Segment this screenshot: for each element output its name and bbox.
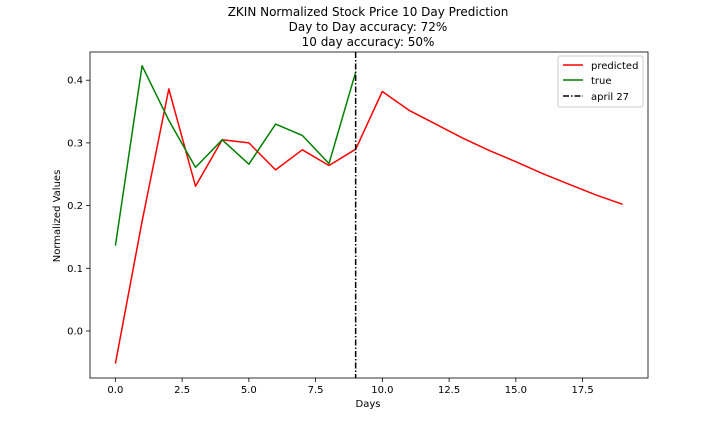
title-line-1: ZKIN Normalized Stock Price 10 Day Predi… <box>228 5 509 19</box>
x-tick-label: 7.5 <box>308 385 324 396</box>
axis-ticks: 0.0 2.5 5.0 7.5 10.0 12.5 15.0 17.5 0.0 0.1 0.2 0.3… <box>67 76 594 396</box>
x-tick-label: 5.0 <box>241 385 257 396</box>
x-tick-label: 17.5 <box>571 385 593 396</box>
y-tick-label: 0.2 <box>67 201 83 212</box>
x-tick-label: 10.0 <box>371 385 393 396</box>
axes-frame <box>89 51 649 379</box>
y-tick-label: 0.0 <box>67 326 83 337</box>
x-axis-label: Days <box>356 399 381 410</box>
legend-label-predicted: predicted <box>591 61 638 72</box>
legend-label-true: true <box>591 76 612 87</box>
x-tick-label: 12.5 <box>438 385 460 396</box>
y-axis-label: Normalized Values <box>52 170 63 263</box>
legend: predicted true april 27 <box>557 55 644 108</box>
plot-area <box>114 52 623 378</box>
x-tick-label: 0.0 <box>107 385 123 396</box>
title-line-2: Day to Day accuracy: 72% <box>289 20 448 34</box>
x-tick-label: 15.0 <box>505 385 527 396</box>
chart-title: ZKIN Normalized Stock Price 10 Day Predi… <box>228 5 509 49</box>
legend-box <box>557 55 644 108</box>
legend-label-april-27: april 27 <box>591 92 629 103</box>
title-line-3: 10 day accuracy: 50% <box>302 35 435 49</box>
x-tick-label: 2.5 <box>174 385 190 396</box>
y-tick-label: 0.3 <box>67 138 83 149</box>
y-tick-label: 0.1 <box>67 264 83 275</box>
y-tick-label: 0.4 <box>67 76 83 87</box>
series-line-true <box>114 65 357 246</box>
series-line-predicted <box>114 88 623 364</box>
